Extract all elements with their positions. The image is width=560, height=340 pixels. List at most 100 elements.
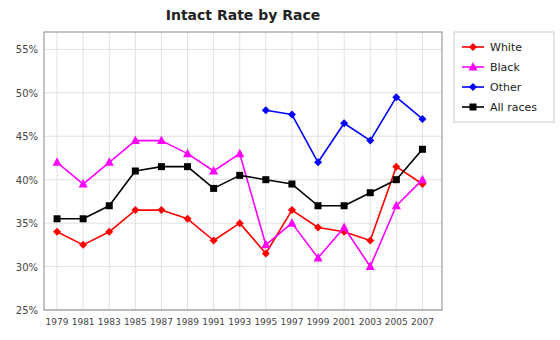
- point: [340, 119, 348, 127]
- grid-line: [44, 136, 442, 137]
- series: [54, 146, 426, 223]
- legend-marker: [469, 83, 477, 91]
- point: [419, 146, 426, 153]
- point: [53, 157, 62, 166]
- point: [131, 136, 140, 145]
- x-tick-label: 1981: [72, 317, 95, 327]
- legend-label: White: [490, 41, 522, 54]
- point: [157, 206, 165, 214]
- point: [366, 137, 374, 145]
- grid-line: [265, 32, 266, 310]
- point: [184, 215, 192, 223]
- x-tick-label: 2005: [385, 317, 408, 327]
- grid-line: [344, 32, 345, 310]
- x-tick-label: 1995: [254, 317, 277, 327]
- y-tick-label: 30%: [16, 262, 38, 273]
- point: [53, 228, 61, 236]
- y-tick-label: 40%: [16, 175, 38, 186]
- point: [79, 179, 88, 188]
- point: [235, 149, 244, 158]
- line: [266, 97, 423, 162]
- x-tick-label: 1997: [280, 317, 303, 327]
- series: [53, 136, 427, 270]
- point: [288, 181, 295, 188]
- point: [288, 111, 296, 119]
- point: [157, 136, 166, 145]
- line: [57, 141, 422, 267]
- grid-line: [44, 179, 442, 180]
- point: [158, 163, 165, 170]
- point: [366, 237, 374, 245]
- axes: 25%30%35%40%45%50%55%1979198119831985198…: [16, 32, 442, 327]
- point: [105, 157, 114, 166]
- grid-line: [44, 266, 442, 267]
- point: [80, 215, 87, 222]
- point: [261, 240, 270, 249]
- x-tick-label: 2007: [411, 317, 434, 327]
- x-tick-label: 2001: [333, 317, 356, 327]
- legend-marker: [469, 43, 477, 51]
- grid-line: [291, 32, 292, 310]
- x-tick-label: 1989: [176, 317, 199, 327]
- legend: White Black Other All races: [454, 32, 554, 122]
- grid-line: [239, 32, 240, 310]
- point: [340, 222, 349, 231]
- series: [262, 93, 427, 166]
- point: [341, 202, 348, 209]
- x-tick-label: 1983: [98, 317, 121, 327]
- line: [57, 149, 422, 219]
- point: [210, 237, 218, 245]
- grid-line: [422, 32, 423, 310]
- legend-label: All races: [490, 101, 537, 114]
- point: [392, 201, 401, 210]
- x-tick-label: 1993: [228, 317, 251, 327]
- point: [183, 149, 192, 158]
- point: [262, 176, 269, 183]
- point: [106, 202, 113, 209]
- x-tick-label: 1991: [202, 317, 225, 327]
- x-tick-label: 2003: [359, 317, 382, 327]
- point: [236, 172, 243, 179]
- point: [367, 189, 374, 196]
- plot-frame: [44, 32, 442, 310]
- point: [184, 163, 191, 170]
- point: [314, 158, 322, 166]
- grid-line: [109, 32, 110, 310]
- line: [57, 167, 422, 254]
- legend-label: Black: [490, 61, 520, 74]
- data: [53, 93, 427, 270]
- grid-line: [57, 32, 58, 310]
- grid-line: [83, 32, 84, 310]
- point: [131, 206, 139, 214]
- point: [54, 215, 61, 222]
- legend-marker: [469, 62, 478, 71]
- point: [392, 93, 400, 101]
- y-tick-label: 25%: [16, 305, 38, 316]
- y-tick-label: 55%: [16, 44, 38, 55]
- title: Intact Rate by Race: [166, 7, 321, 23]
- point: [105, 228, 113, 236]
- point: [418, 115, 426, 123]
- grid-line: [396, 32, 397, 310]
- x-tick-label: 1979: [46, 317, 69, 327]
- x-tick-label: 1985: [124, 317, 147, 327]
- y-tick-label: 45%: [16, 131, 38, 142]
- x-tick-label: 1987: [150, 317, 173, 327]
- point: [209, 166, 218, 175]
- point: [236, 219, 244, 227]
- grid-line: [44, 92, 442, 93]
- point: [132, 168, 139, 175]
- point: [314, 253, 323, 262]
- point: [393, 176, 400, 183]
- legend-marker: [470, 104, 477, 111]
- point: [315, 202, 322, 209]
- grid: [44, 32, 442, 310]
- grid-line: [44, 49, 442, 50]
- point: [210, 185, 217, 192]
- point: [366, 262, 375, 271]
- series: [53, 163, 426, 258]
- grid-line: [318, 32, 319, 310]
- legend-label: Other: [490, 81, 522, 94]
- chart: Intact Rate by Race25%30%35%40%45%50%55%…: [0, 0, 560, 340]
- point: [392, 163, 400, 171]
